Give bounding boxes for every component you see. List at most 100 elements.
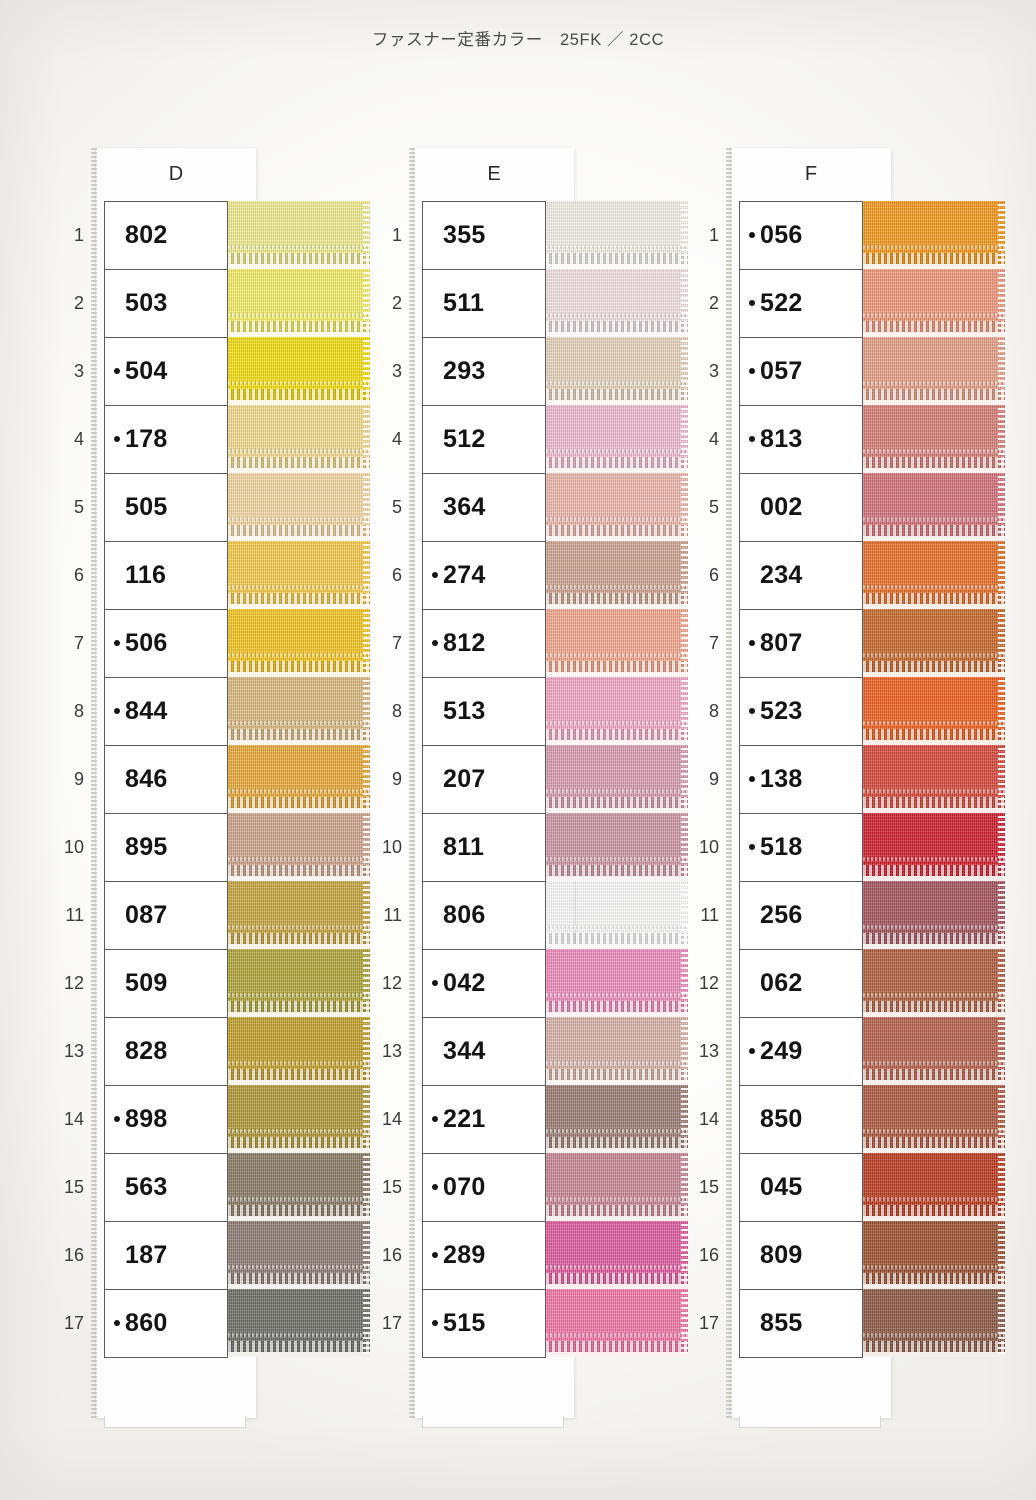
color-code-cell[interactable]: 187 — [105, 1222, 227, 1290]
color-swatch[interactable] — [863, 813, 1005, 881]
color-swatch[interactable] — [228, 949, 370, 1017]
color-swatch[interactable] — [546, 1289, 688, 1357]
color-code-cell[interactable]: 895 — [105, 814, 227, 882]
color-code-cell[interactable]: 045 — [740, 1154, 862, 1222]
color-code-cell[interactable]: 355 — [423, 202, 545, 270]
color-swatch[interactable] — [228, 1221, 370, 1289]
color-code-cell[interactable]: 221 — [423, 1086, 545, 1154]
color-code-cell[interactable]: 057 — [740, 338, 862, 406]
color-swatch[interactable] — [863, 1085, 1005, 1153]
color-swatch[interactable] — [546, 405, 688, 473]
color-swatch[interactable] — [863, 541, 1005, 609]
color-swatch[interactable] — [228, 541, 370, 609]
color-swatch[interactable] — [546, 745, 688, 813]
color-swatch[interactable] — [863, 949, 1005, 1017]
color-code-cell[interactable]: 234 — [740, 542, 862, 610]
color-code-cell[interactable]: 504 — [105, 338, 227, 406]
color-swatch[interactable] — [863, 1153, 1005, 1221]
color-code-cell[interactable]: 512 — [423, 406, 545, 474]
color-code-cell[interactable]: 518 — [740, 814, 862, 882]
color-swatch[interactable] — [863, 1289, 1005, 1357]
color-swatch[interactable] — [863, 609, 1005, 677]
color-swatch[interactable] — [546, 269, 688, 337]
color-code-cell[interactable]: 056 — [740, 202, 862, 270]
color-swatch[interactable] — [546, 201, 688, 269]
color-code-cell[interactable]: 807 — [740, 610, 862, 678]
color-swatch[interactable] — [863, 1221, 1005, 1289]
color-swatch[interactable] — [546, 541, 688, 609]
color-swatch[interactable] — [546, 473, 688, 541]
color-code-cell[interactable]: 509 — [105, 950, 227, 1018]
color-code-cell[interactable]: 138 — [740, 746, 862, 814]
color-swatch[interactable] — [228, 1289, 370, 1357]
color-swatch[interactable] — [863, 201, 1005, 269]
color-code-cell[interactable]: 207 — [423, 746, 545, 814]
color-swatch[interactable] — [228, 201, 370, 269]
color-code-cell[interactable]: 503 — [105, 270, 227, 338]
color-swatch[interactable] — [546, 677, 688, 745]
color-code-cell[interactable]: 070 — [423, 1154, 545, 1222]
color-swatch[interactable] — [546, 609, 688, 677]
color-swatch[interactable] — [863, 1017, 1005, 1085]
color-swatch[interactable] — [863, 269, 1005, 337]
color-code-cell[interactable]: 364 — [423, 474, 545, 542]
color-swatch[interactable] — [546, 881, 688, 949]
color-code-cell[interactable]: 802 — [105, 202, 227, 270]
color-code-cell[interactable]: 249 — [740, 1018, 862, 1086]
color-swatch[interactable] — [228, 1085, 370, 1153]
color-code-cell[interactable]: 505 — [105, 474, 227, 542]
color-code-cell[interactable]: 116 — [105, 542, 227, 610]
color-code-cell[interactable]: 898 — [105, 1086, 227, 1154]
color-code-cell[interactable]: 178 — [105, 406, 227, 474]
color-swatch[interactable] — [863, 337, 1005, 405]
color-card-e[interactable]: E 355 511 293 512 364 274 812 513 207 811 806 042 344… — [409, 148, 688, 1428]
color-code-cell[interactable]: 062 — [740, 950, 862, 1018]
color-swatch[interactable] — [228, 609, 370, 677]
color-swatch[interactable] — [228, 881, 370, 949]
color-swatch[interactable] — [546, 813, 688, 881]
color-code-cell[interactable]: 274 — [423, 542, 545, 610]
color-swatch[interactable] — [228, 1153, 370, 1221]
color-code-cell[interactable]: 513 — [423, 678, 545, 746]
color-code-cell[interactable]: 042 — [423, 950, 545, 1018]
color-code-cell[interactable]: 809 — [740, 1222, 862, 1290]
color-swatch[interactable] — [228, 337, 370, 405]
color-swatch[interactable] — [228, 677, 370, 745]
color-swatch[interactable] — [228, 745, 370, 813]
color-code-cell[interactable]: 844 — [105, 678, 227, 746]
color-swatch[interactable] — [228, 813, 370, 881]
color-swatch[interactable] — [546, 1153, 688, 1221]
color-code-cell[interactable]: 522 — [740, 270, 862, 338]
color-code-cell[interactable]: 289 — [423, 1222, 545, 1290]
color-swatch[interactable] — [546, 1017, 688, 1085]
color-swatch[interactable] — [863, 677, 1005, 745]
color-card-f[interactable]: F 056 522 057 813 002 234 807 523 138 518 256 062 249… — [726, 148, 1005, 1428]
color-swatch[interactable] — [546, 337, 688, 405]
color-code-cell[interactable]: 344 — [423, 1018, 545, 1086]
color-code-cell[interactable]: 506 — [105, 610, 227, 678]
color-code-cell[interactable]: 855 — [740, 1290, 862, 1358]
color-swatch[interactable] — [228, 473, 370, 541]
color-card-d[interactable]: D 802 503 504 178 505 116 506 844 846 895 087 509 828… — [91, 148, 370, 1428]
color-swatch[interactable] — [546, 1221, 688, 1289]
color-code-cell[interactable]: 813 — [740, 406, 862, 474]
color-swatch[interactable] — [228, 405, 370, 473]
color-code-cell[interactable]: 087 — [105, 882, 227, 950]
color-swatch[interactable] — [863, 473, 1005, 541]
color-code-cell[interactable]: 850 — [740, 1086, 862, 1154]
color-swatch[interactable] — [863, 405, 1005, 473]
color-code-cell[interactable]: 002 — [740, 474, 862, 542]
color-swatch[interactable] — [863, 881, 1005, 949]
color-code-cell[interactable]: 811 — [423, 814, 545, 882]
color-code-cell[interactable]: 846 — [105, 746, 227, 814]
color-code-cell[interactable]: 293 — [423, 338, 545, 406]
color-swatch[interactable] — [546, 1085, 688, 1153]
color-code-cell[interactable]: 806 — [423, 882, 545, 950]
color-swatch[interactable] — [228, 269, 370, 337]
color-code-cell[interactable]: 523 — [740, 678, 862, 746]
color-code-cell[interactable]: 860 — [105, 1290, 227, 1358]
color-code-cell[interactable]: 256 — [740, 882, 862, 950]
color-swatch[interactable] — [863, 745, 1005, 813]
color-code-cell[interactable]: 511 — [423, 270, 545, 338]
color-swatch[interactable] — [546, 949, 688, 1017]
